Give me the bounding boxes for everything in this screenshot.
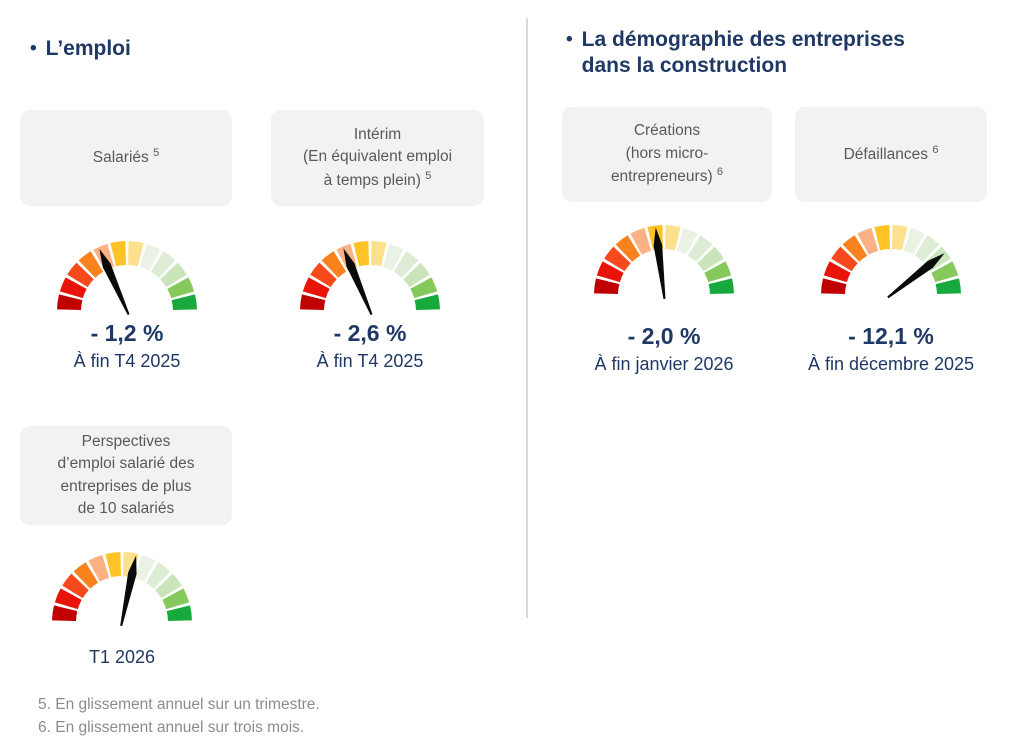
gauge-chart-defaillances (821, 225, 961, 299)
section-title-text: La démographie des entreprises dans la co… (581, 28, 905, 77)
gauge-chart-creations (594, 225, 734, 299)
vertical-divider (526, 18, 528, 618)
period-salaries: À fin T4 2025 (73, 351, 181, 371)
card-label-defaillances: Défaillances 6 (795, 107, 987, 202)
card-label-creations: Créations (hors micro-entrepreneurs) 6 (562, 107, 772, 202)
gauge-chart-interim (300, 241, 440, 315)
footnote-6: 6. En glissement annuel sur trois mois. (38, 719, 305, 736)
value-creations: - 2,0 % (627, 323, 701, 349)
bullet-icon: • (30, 38, 37, 59)
value-defaillances: - 12,1 % (848, 323, 934, 349)
footnote-5: 5. En glissement annuel sur un trimestre… (38, 696, 320, 713)
period-creations: À fin janvier 2026 (594, 354, 734, 374)
value-salaries: - 1,2 % (90, 320, 164, 346)
period-defaillances: À fin décembre 2025 (807, 354, 975, 374)
section-title-emploi: • L’emploi (30, 36, 131, 62)
period-interim: À fin T4 2025 (316, 351, 424, 371)
card-label-salaries: Salariés 5 (20, 110, 232, 206)
footnotes: 5. En glissement annuel sur un trimestre… (38, 693, 320, 739)
bullet-icon: • (566, 29, 573, 50)
value-interim: - 2,6 % (333, 320, 407, 346)
card-label-perspectives: Perspectives d’emploi salarié des entrepri… (20, 426, 232, 525)
card-label-interim: Intérim (En équivalent emploi à temps plei… (271, 110, 484, 206)
gauge-chart-perspectives (52, 552, 192, 626)
period-perspectives: T1 2026 (88, 647, 156, 667)
section-title-text: L’emploi (45, 37, 131, 60)
section-title-demographie: • La démographie des entreprises dans la … (566, 27, 946, 79)
gauge-chart-salaries (57, 241, 197, 315)
